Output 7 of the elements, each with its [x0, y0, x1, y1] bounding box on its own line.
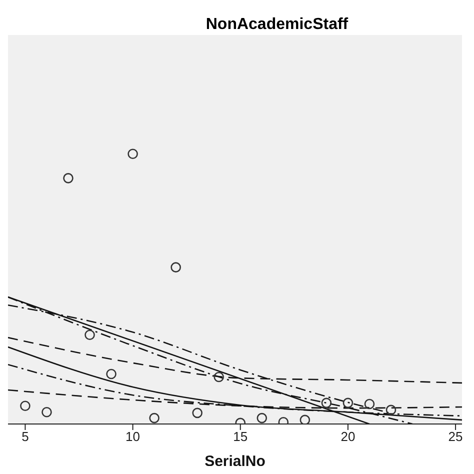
x-axis-title: SerialNo [204, 453, 266, 470]
chart-title: NonAcademicStaff [204, 16, 350, 34]
x-tick-label: 10 [126, 429, 140, 444]
x-tick-label: 25 [448, 429, 463, 444]
x-tick-label: 5 [22, 429, 29, 444]
x-tick-label: 15 [233, 429, 248, 444]
x-tick-label: 20 [340, 429, 356, 444]
